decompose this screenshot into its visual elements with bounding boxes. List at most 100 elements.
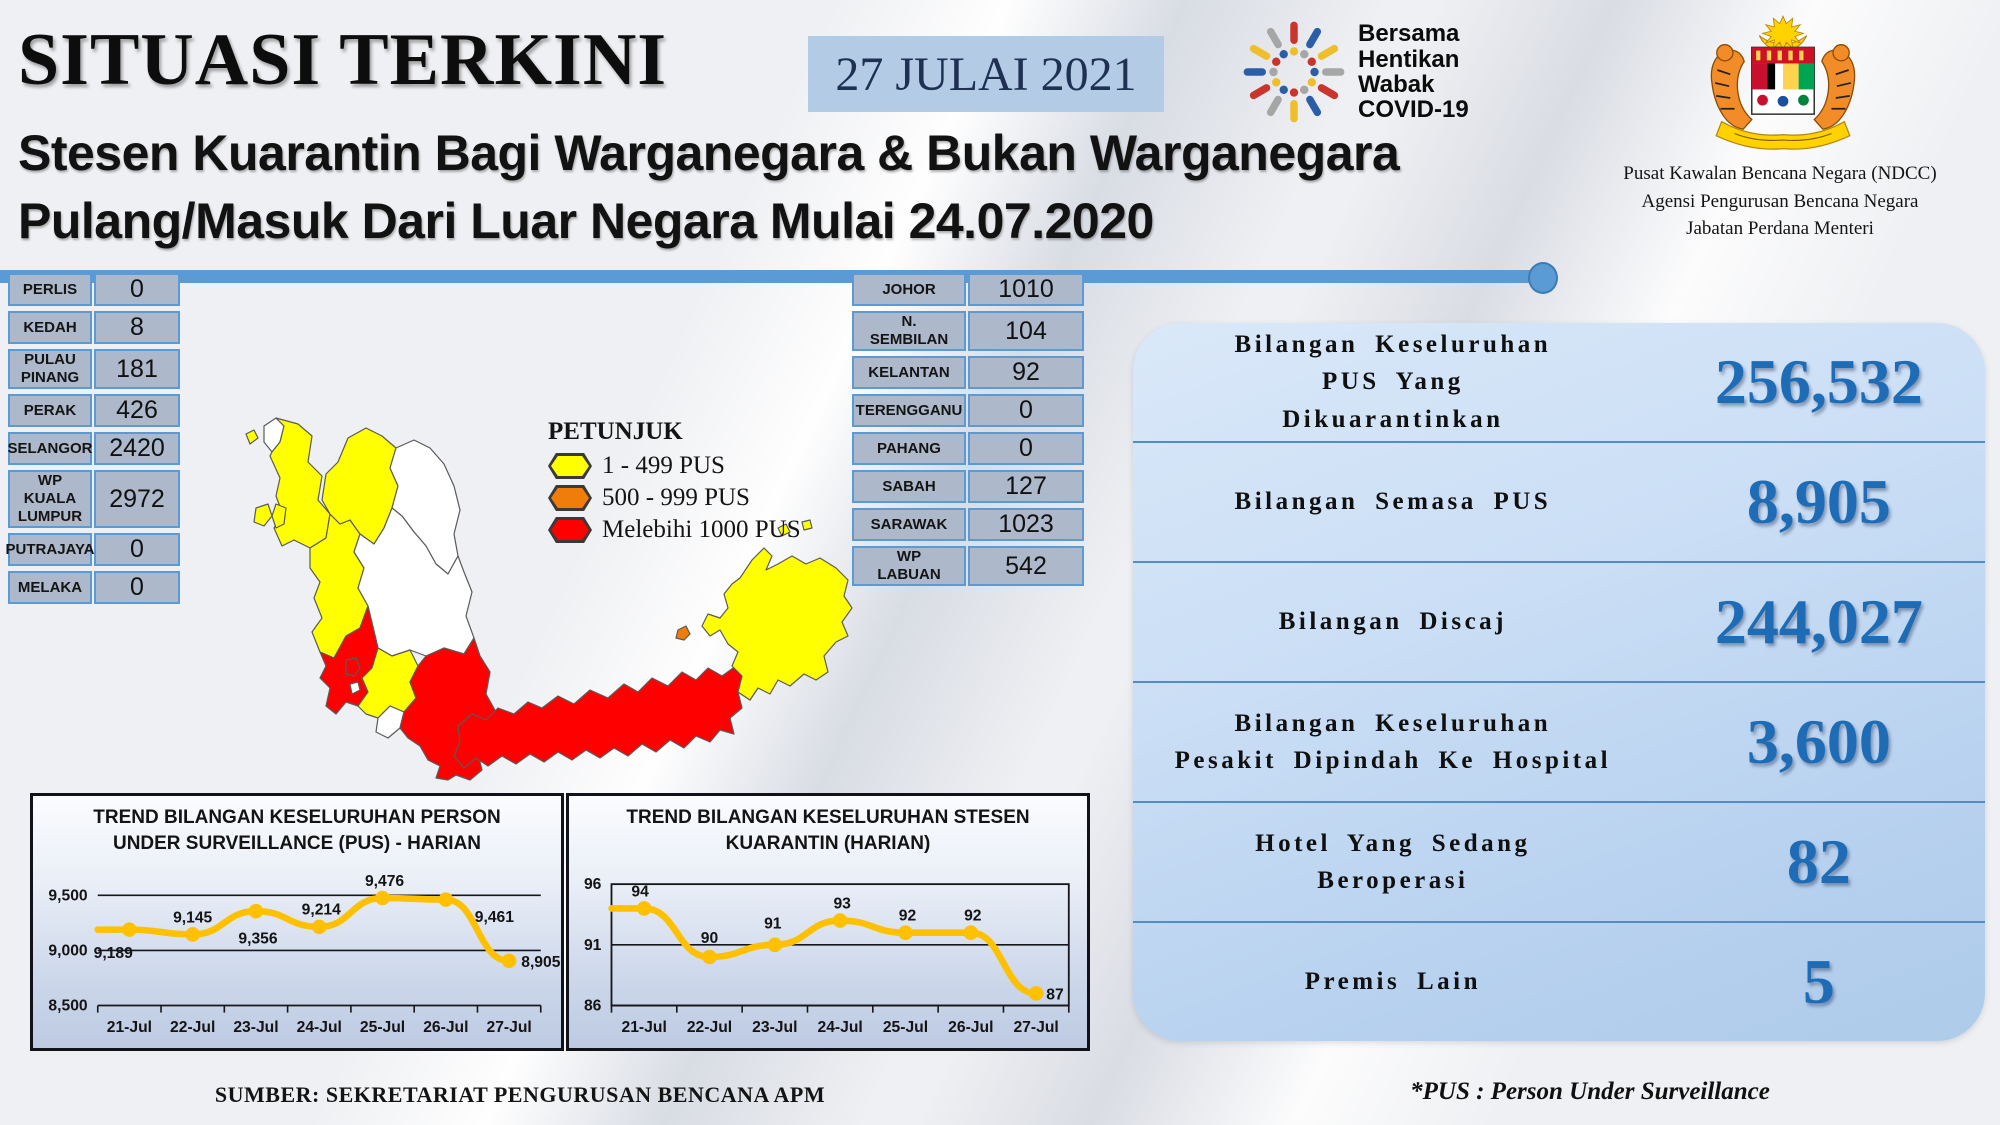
data-label: 93 bbox=[833, 895, 851, 912]
data-point bbox=[636, 901, 652, 916]
state-sabah bbox=[701, 547, 853, 701]
stat-row: Premis Lain 5 bbox=[1133, 923, 1985, 1041]
data-label: 87 bbox=[1046, 986, 1064, 1003]
state-value: 104 bbox=[968, 311, 1084, 351]
state-value: 181 bbox=[94, 349, 180, 389]
data-point bbox=[375, 890, 390, 906]
state-table-west: PERLIS 0 KEDAH 8 PULAU PINANG 181 PERAK 426 SELA… bbox=[6, 273, 180, 609]
y-tick-label: 86 bbox=[584, 998, 602, 1015]
data-point bbox=[1028, 986, 1044, 1001]
agency-line: Jabatan Perdana Menteri bbox=[1686, 218, 1874, 240]
header-divider bbox=[0, 262, 1558, 294]
table-row: SABAH 127 bbox=[852, 470, 1084, 503]
campaign-logo-line: Wabak bbox=[1358, 71, 1435, 98]
data-label: 9,476 bbox=[365, 873, 404, 890]
data-point bbox=[832, 913, 848, 928]
x-tick-label: 22-Jul bbox=[170, 1019, 215, 1036]
legend-swatch bbox=[548, 485, 592, 511]
data-label: 90 bbox=[701, 930, 719, 947]
state-table-east: JOHOR 1010 N. SEMBILAN 104 KELANTAN 92 TERENGG… bbox=[852, 273, 1084, 591]
data-label: 9,145 bbox=[173, 909, 212, 926]
table-row: PULAU PINANG 181 bbox=[8, 349, 180, 389]
tiger-right bbox=[1813, 44, 1856, 130]
station-trend-chart: TREND BILANGAN KESELURUHAN STESEN KUARAN… bbox=[566, 793, 1090, 1051]
data-point bbox=[438, 892, 454, 907]
coat-of-arms-icon bbox=[1710, 15, 1856, 150]
stat-row: Bilangan Discaj 244,027 bbox=[1133, 563, 1985, 683]
stat-label: Bilangan Semasa PUS bbox=[1234, 488, 1552, 516]
report-date: 27 JULAI 2021 bbox=[808, 36, 1164, 112]
agency-line: Agensi Pengurusan Bencana Negara bbox=[1641, 190, 1919, 212]
state-name: N. SEMBILAN bbox=[852, 311, 966, 351]
stat-label: Bilangan Keseluruhan PUS Yang Dikuaranti… bbox=[1234, 330, 1552, 433]
data-point bbox=[185, 927, 200, 942]
pus-trend-chart: TREND BILANGAN KESELURUHAN PERSON UNDER … bbox=[30, 793, 564, 1051]
state-value: 1010 bbox=[968, 273, 1084, 306]
legend-label: 1 - 499 PUS bbox=[602, 452, 725, 479]
stat-value: 5 bbox=[1802, 946, 1835, 1017]
legend-label: 500 - 999 PUS bbox=[602, 484, 750, 511]
covid19-campaign-logo: Bersama Hentikan Wabak COVID-19 bbox=[1238, 16, 1469, 128]
summary-panel: Bilangan Keseluruhan PUS Yang Dikuaranti… bbox=[1133, 323, 1985, 1041]
state-name: SABAH bbox=[852, 470, 966, 503]
data-label: 91 bbox=[764, 916, 782, 933]
campaign-logo-line: Hentikan bbox=[1358, 45, 1460, 73]
data-label: 9,356 bbox=[238, 931, 277, 948]
stat-value: 82 bbox=[1786, 826, 1851, 897]
covid19-starburst-icon bbox=[1243, 21, 1345, 123]
campaign-logo-line: COVID-19 bbox=[1358, 96, 1469, 124]
stat-value: 3,600 bbox=[1746, 706, 1891, 777]
y-tick-label: 91 bbox=[584, 937, 602, 954]
subtitle-line2: Pulang/Masuk Dari Luar Negara Mulai 24.0… bbox=[18, 193, 1154, 249]
stat-label: Premis Lain bbox=[1304, 968, 1481, 996]
state-value: 0 bbox=[94, 533, 180, 566]
source-note: SUMBER: SEKRETARIAT PENGURUSAN BENCANA A… bbox=[214, 1082, 826, 1107]
x-tick-label: 25-Jul bbox=[360, 1019, 405, 1036]
state-value: 92 bbox=[968, 356, 1084, 389]
data-point bbox=[311, 919, 327, 935]
state-name: SELANGOR bbox=[8, 432, 93, 465]
data-label: 92 bbox=[964, 908, 982, 925]
stat-label: Hotel Yang Sedang Beroperasi bbox=[1255, 829, 1531, 895]
x-tick-label: 24-Jul bbox=[297, 1019, 342, 1036]
x-tick-label: 26-Jul bbox=[948, 1019, 993, 1036]
map-legend: PETUNJUK 1 - 499 PUS 500 - 999 PUS Melebih… bbox=[548, 418, 801, 548]
island-sabah-2 bbox=[801, 519, 813, 531]
x-tick-label: 27-Jul bbox=[486, 1019, 531, 1036]
malaysia-map-svg bbox=[245, 417, 853, 781]
table-row: WP KUALA LUMPUR 2972 bbox=[8, 470, 180, 528]
state-name: PERAK bbox=[8, 394, 92, 427]
state-name: WP KUALA LUMPUR bbox=[8, 470, 92, 528]
subtitle-line1: Stesen Kuarantin Bagi Warganegara & Buka… bbox=[18, 125, 1400, 181]
stat-value: 244,027 bbox=[1714, 586, 1923, 657]
state-kuala-lumpur bbox=[345, 657, 361, 677]
data-label: 9,189 bbox=[94, 945, 133, 962]
state-value: 0 bbox=[968, 394, 1084, 427]
state-value: 0 bbox=[94, 273, 180, 306]
agency-name: Pusat Kawalan Bencana Negara (NDCC) Agens… bbox=[1570, 160, 1990, 243]
y-tick-label: 9,000 bbox=[48, 943, 87, 960]
table-row: TERENGGANU 0 bbox=[852, 394, 1084, 427]
state-pulau-pinang-mainland bbox=[271, 503, 287, 529]
tiger-left bbox=[1710, 44, 1753, 130]
state-pulau-pinang bbox=[253, 503, 273, 527]
state-value: 2972 bbox=[94, 470, 180, 528]
state-value: 0 bbox=[968, 432, 1084, 465]
pus-trend-plot: 8,500 9,000 9,500 21-Jul 22-Jul 23-Jul 24-Jul 2… bbox=[48, 873, 560, 1036]
x-tick-label: 24-Jul bbox=[817, 1019, 862, 1036]
stat-label: Bilangan Keseluruhan Pesakit Dipindah Ke… bbox=[1174, 709, 1612, 775]
state-value: 127 bbox=[968, 470, 1084, 503]
legend-item: Melebihi 1000 PUS bbox=[548, 516, 801, 544]
data-point bbox=[963, 925, 979, 940]
legend-swatch bbox=[548, 517, 592, 543]
table-row: N. SEMBILAN 104 bbox=[852, 311, 1084, 351]
stat-label: Bilangan Discaj bbox=[1278, 608, 1507, 636]
stat-row: Bilangan Keseluruhan Pesakit Dipindah Ke… bbox=[1133, 683, 1985, 803]
data-point bbox=[767, 937, 783, 953]
pus-note: *PUS : Person Under Surveillance bbox=[1410, 1078, 1770, 1105]
table-row: PAHANG 0 bbox=[852, 432, 1084, 465]
table-row: SELANGOR 2420 bbox=[8, 432, 180, 465]
table-row: SARAWAK 1023 bbox=[852, 508, 1084, 541]
state-name: PAHANG bbox=[852, 432, 966, 465]
data-point bbox=[501, 953, 517, 969]
